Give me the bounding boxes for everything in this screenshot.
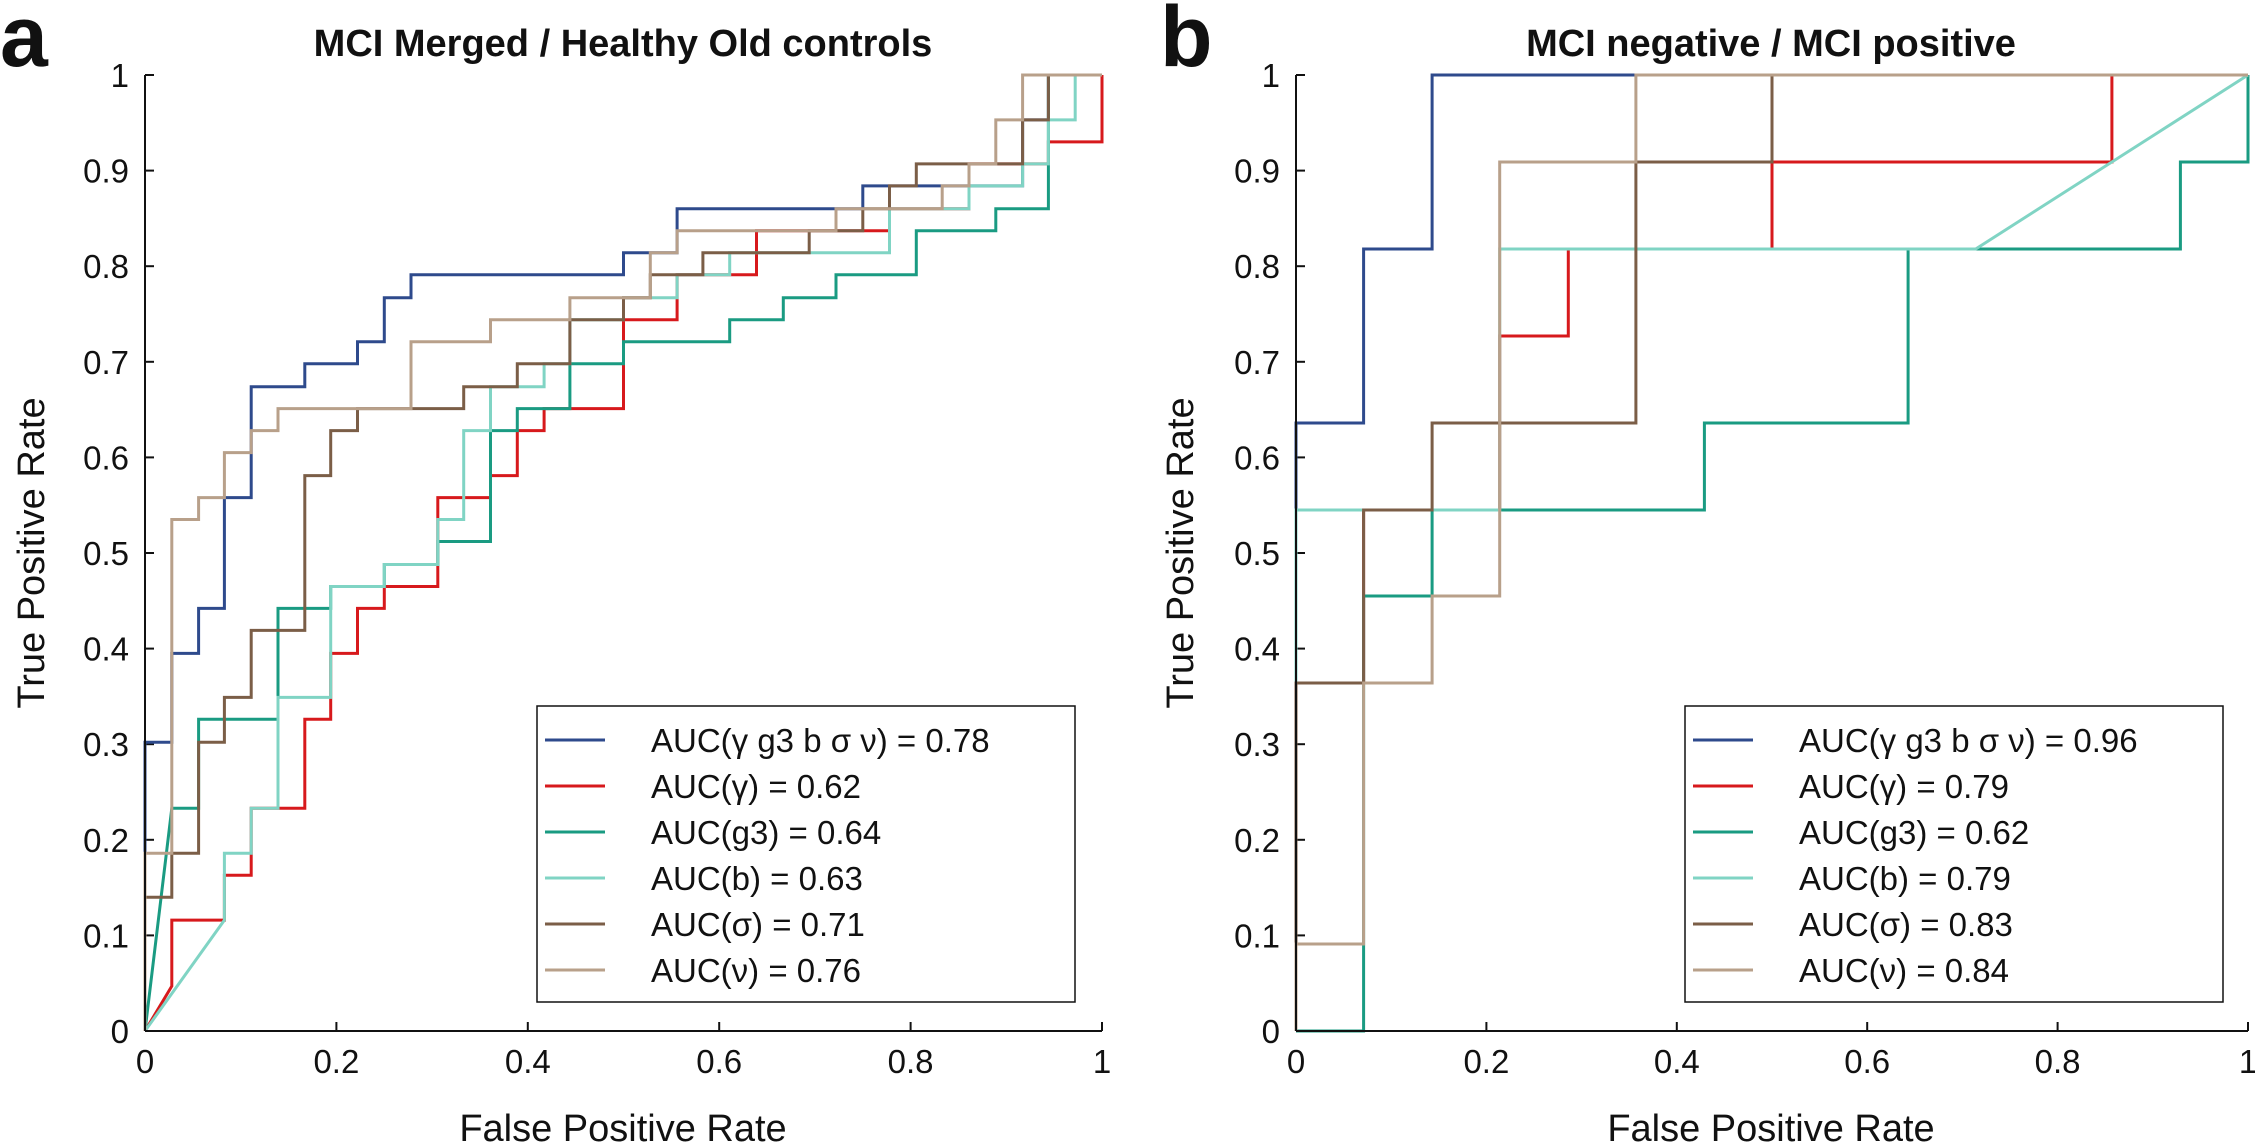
y-tick-label: 0.5 xyxy=(83,535,129,572)
x-tick-label: 0.6 xyxy=(696,1043,742,1080)
roc-curve-series-3 xyxy=(143,73,1102,1032)
panel-b-letter: b xyxy=(1160,0,1213,85)
y-tick-label: 0.3 xyxy=(1234,726,1280,763)
panel-a-roc-lines xyxy=(143,73,1104,1032)
y-tick-label: 0.8 xyxy=(1234,248,1280,285)
x-tick-label: 0.4 xyxy=(1654,1043,1700,1080)
panel-b-legend-box xyxy=(1684,705,2224,1003)
legend-entry: AUC(ν) = 0.84 xyxy=(1799,952,2009,989)
legend-entry: AUC(g3) = 0.64 xyxy=(651,814,881,851)
y-tick-label: 0.2 xyxy=(1234,822,1280,859)
y-tick-label: 0.1 xyxy=(1234,917,1280,954)
legend-entry: AUC(γ g3 b σ ν) = 0.78 xyxy=(651,722,990,759)
panel-a-ticks: 0 0.2 0.4 0.6 0.8 1 0 0.1 0.2 0.3 0.4 0.5 0.6 0.7 0.8 0… xyxy=(83,57,1111,1080)
x-tick-label: 0.2 xyxy=(313,1043,359,1080)
x-tick-label: 0.4 xyxy=(505,1043,551,1080)
x-tick-label: 0 xyxy=(1287,1043,1305,1080)
roc-curve-series-6 xyxy=(1294,73,2248,1031)
y-tick-label: 0.3 xyxy=(83,726,129,763)
panel-a-ylabel: True Positive Rate xyxy=(11,397,53,708)
y-tick-label: 0.7 xyxy=(1234,344,1280,381)
roc-curve-series-5 xyxy=(1294,73,2248,1031)
x-tick-label: 1 xyxy=(1093,1043,1111,1080)
y-tick-label: 0.4 xyxy=(83,631,129,668)
y-tick-label: 0 xyxy=(1262,1013,1280,1050)
panel-b-title: MCI negative / MCI positive xyxy=(1526,23,2016,65)
panel-a-legend: AUC(γ g3 b σ ν) = 0.78 AUC(γ) = 0.62 AUC(g… xyxy=(536,705,1076,1003)
x-tick-label: 0.8 xyxy=(2035,1043,2081,1080)
x-tick-label: 0.8 xyxy=(888,1043,934,1080)
x-tick-label: 0 xyxy=(136,1043,154,1080)
legend-entry: AUC(b) = 0.79 xyxy=(1799,860,2011,897)
legend-entry: AUC(g3) = 0.62 xyxy=(1799,814,2029,851)
panel-b: b MCI negative / MCI positive False Posi… xyxy=(1160,0,2255,1148)
y-tick-label: 0 xyxy=(111,1013,129,1050)
legend-entry: AUC(γ) = 0.62 xyxy=(651,768,861,805)
y-tick-label: 0.9 xyxy=(83,153,129,190)
x-tick-label: 0.6 xyxy=(1844,1043,1890,1080)
panel-b-ticks: 0 0.2 0.4 0.6 0.8 1 0 0.1 0.2 0.3 0.4 0.5 0.6 0.7 0.8 0… xyxy=(1234,57,2255,1080)
y-tick-label: 0.1 xyxy=(83,917,129,954)
panel-b-ylabel: True Positive Rate xyxy=(1160,397,1202,708)
roc-curve-series-6 xyxy=(143,73,1102,1031)
panel-a-xlabel: False Positive Rate xyxy=(459,1108,786,1148)
y-tick-label: 1 xyxy=(111,57,129,94)
legend-entry: AUC(γ) = 0.79 xyxy=(1799,768,2009,805)
y-tick-label: 0.2 xyxy=(83,822,129,859)
y-tick-label: 0.4 xyxy=(1234,631,1280,668)
x-tick-label: 1 xyxy=(2239,1043,2255,1080)
panel-b-legend: AUC(γ g3 b σ ν) = 0.96 AUC(γ) = 0.79 AUC(g… xyxy=(1684,705,2224,1003)
y-tick-label: 0.6 xyxy=(1234,439,1280,476)
panel-a-title: MCI Merged / Healthy Old controls xyxy=(314,23,933,65)
x-tick-label: 0.2 xyxy=(1463,1043,1509,1080)
legend-entry: AUC(ν) = 0.76 xyxy=(651,952,861,989)
legend-entry: AUC(σ) = 0.71 xyxy=(651,906,865,943)
panel-a-legend-box xyxy=(536,705,1076,1003)
y-tick-label: 1 xyxy=(1262,57,1280,94)
y-tick-label: 0.8 xyxy=(83,248,129,285)
y-tick-label: 0.9 xyxy=(1234,153,1280,190)
legend-entry: AUC(b) = 0.63 xyxy=(651,860,863,897)
roc-curve-series-5 xyxy=(143,73,1102,1031)
legend-entry: AUC(σ) = 0.83 xyxy=(1799,906,2013,943)
y-tick-label: 0.7 xyxy=(83,344,129,381)
legend-entry: AUC(γ g3 b σ ν) = 0.96 xyxy=(1799,722,2138,759)
y-tick-label: 0.6 xyxy=(83,439,129,476)
panel-a: a MCI Merged / Healthy Old controls Fals… xyxy=(0,0,1111,1148)
panel-b-xlabel: False Positive Rate xyxy=(1607,1108,1934,1148)
panel-a-letter: a xyxy=(0,0,49,85)
y-tick-label: 0.5 xyxy=(1234,535,1280,572)
